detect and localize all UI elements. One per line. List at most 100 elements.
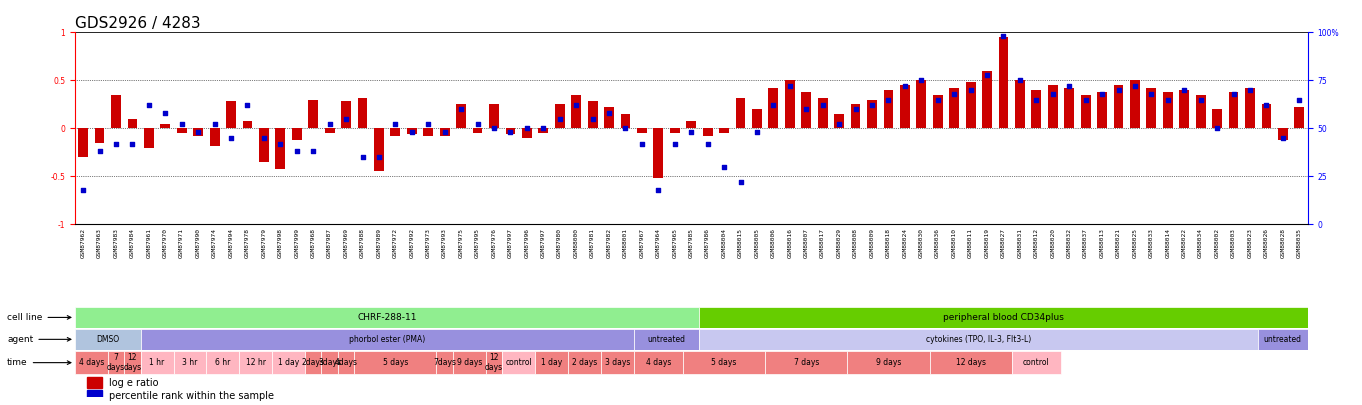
FancyBboxPatch shape <box>75 329 140 350</box>
Bar <box>735 98 745 128</box>
Text: GSM88034: GSM88034 <box>1199 228 1203 258</box>
Point <box>1256 102 1278 109</box>
Point <box>516 125 538 132</box>
Text: GSM87964: GSM87964 <box>656 228 661 258</box>
Text: 6 hr: 6 hr <box>215 358 230 367</box>
Point <box>565 102 587 109</box>
Text: 7
days: 7 days <box>108 353 125 372</box>
Text: GSM88031: GSM88031 <box>1017 228 1023 258</box>
Bar <box>1015 80 1024 128</box>
Text: 12 days: 12 days <box>956 358 986 367</box>
Text: 7days: 7days <box>433 358 456 367</box>
Point <box>302 148 324 155</box>
Point <box>1223 91 1245 97</box>
FancyBboxPatch shape <box>633 351 682 375</box>
Text: GSM88017: GSM88017 <box>820 228 825 258</box>
Bar <box>1245 88 1254 128</box>
FancyBboxPatch shape <box>436 351 454 375</box>
Bar <box>1031 90 1042 128</box>
Bar <box>193 128 203 136</box>
Text: GSM88027: GSM88027 <box>1001 228 1007 258</box>
FancyBboxPatch shape <box>700 307 1308 328</box>
Text: 1 day: 1 day <box>278 358 300 367</box>
Text: GSM87982: GSM87982 <box>606 228 612 258</box>
Bar <box>128 119 138 128</box>
Text: GSM87997: GSM87997 <box>508 228 513 258</box>
Text: GSM88012: GSM88012 <box>1034 228 1039 258</box>
Point <box>335 115 357 122</box>
Bar <box>456 104 466 128</box>
Bar <box>554 104 565 128</box>
Text: GSM88010: GSM88010 <box>952 228 956 258</box>
Text: GSM88013: GSM88013 <box>1099 228 1105 258</box>
FancyBboxPatch shape <box>75 351 108 375</box>
Bar <box>917 80 926 128</box>
Point <box>72 186 94 193</box>
FancyBboxPatch shape <box>140 351 173 375</box>
Text: GSM87988: GSM87988 <box>360 228 365 258</box>
Point <box>1107 87 1129 93</box>
Point <box>1140 91 1162 97</box>
Text: control: control <box>1023 358 1050 367</box>
FancyBboxPatch shape <box>454 351 486 375</box>
Point <box>1272 135 1294 141</box>
Bar <box>1130 80 1140 128</box>
Bar <box>752 109 761 128</box>
Bar <box>884 90 893 128</box>
Point <box>977 71 998 78</box>
Bar <box>982 71 992 128</box>
Bar <box>654 128 663 178</box>
Text: GSM88014: GSM88014 <box>1166 228 1170 258</box>
Text: 4days: 4days <box>335 358 358 367</box>
Point <box>647 186 669 193</box>
Point <box>944 91 966 97</box>
Text: untreated: untreated <box>1264 335 1302 344</box>
Bar <box>1163 92 1173 128</box>
FancyBboxPatch shape <box>305 351 321 375</box>
Text: GSM87975: GSM87975 <box>459 228 463 258</box>
Bar <box>587 102 598 128</box>
Text: GSM88000: GSM88000 <box>573 228 579 258</box>
Point <box>993 33 1015 39</box>
Text: GSM88026: GSM88026 <box>1264 228 1269 258</box>
Text: GSM87996: GSM87996 <box>524 228 530 258</box>
Text: 4 days: 4 days <box>646 358 671 367</box>
FancyBboxPatch shape <box>173 351 207 375</box>
Bar <box>1114 85 1124 128</box>
Text: GSM88029: GSM88029 <box>836 228 842 258</box>
Point <box>368 154 390 160</box>
Text: percentile rank within the sample: percentile rank within the sample <box>109 391 274 401</box>
Text: GSM87994: GSM87994 <box>229 228 233 258</box>
Point <box>533 125 554 132</box>
Text: GSM88007: GSM88007 <box>804 228 809 258</box>
Text: GSM87963: GSM87963 <box>97 228 102 258</box>
Text: 2 days: 2 days <box>572 358 597 367</box>
FancyBboxPatch shape <box>929 351 1012 375</box>
Point <box>484 125 505 132</box>
Bar <box>851 104 861 128</box>
Point <box>154 110 176 116</box>
FancyBboxPatch shape <box>765 351 847 375</box>
Point <box>1207 125 1229 132</box>
Bar <box>933 95 943 128</box>
Text: GSM88030: GSM88030 <box>919 228 923 258</box>
Point <box>861 102 883 109</box>
Point <box>89 148 110 155</box>
Point <box>253 135 275 141</box>
Bar <box>868 100 877 128</box>
FancyBboxPatch shape <box>1012 351 1061 375</box>
Bar <box>259 128 268 162</box>
Point <box>121 141 143 147</box>
Text: 12
days: 12 days <box>485 353 503 372</box>
Text: GDS2926 / 4283: GDS2926 / 4283 <box>75 16 200 31</box>
Point <box>877 96 899 103</box>
Point <box>170 121 192 128</box>
Bar <box>834 114 844 128</box>
Text: GSM87987: GSM87987 <box>327 228 332 258</box>
Point <box>1058 83 1080 90</box>
Text: GSM87986: GSM87986 <box>706 228 710 258</box>
Text: GSM88035: GSM88035 <box>1297 228 1302 258</box>
Point <box>1239 87 1261 93</box>
Point <box>763 102 785 109</box>
Text: 3days: 3days <box>319 358 340 367</box>
